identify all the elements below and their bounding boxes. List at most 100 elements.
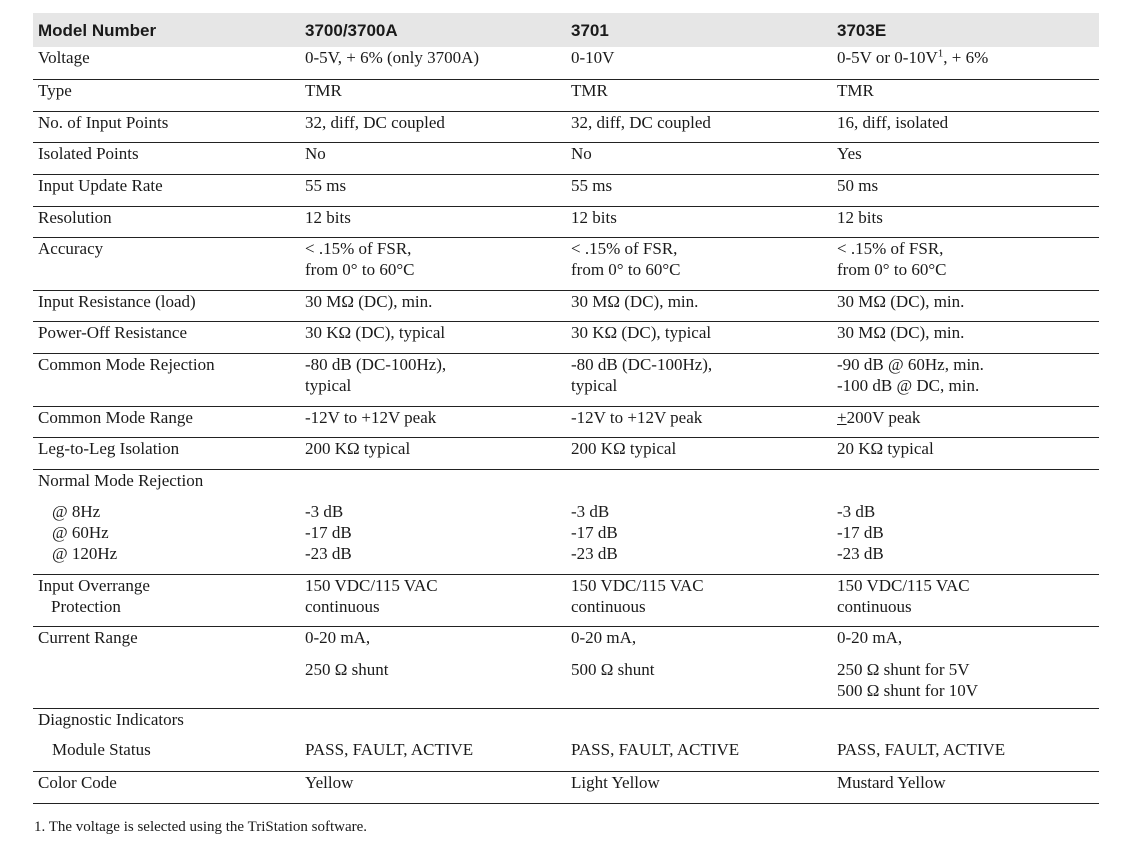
cell: < .15% of FSR, from 0° to 60°C (832, 236, 1099, 290)
specifications-table: Model Number 3700/3700A 3701 3703E Volta… (33, 13, 1099, 804)
table-row: Color Code Yellow Light Yellow Mustard Y… (33, 770, 1099, 804)
cell: -12V to +12V peak (566, 405, 832, 437)
cell: 12 bits (300, 205, 566, 237)
cell: 32, diff, DC coupled (300, 110, 566, 142)
row-label: Normal Mode Rejection (33, 468, 300, 501)
cell: Yes (832, 141, 1099, 174)
footnote: 1. The voltage is selected using the Tri… (34, 819, 368, 835)
cell-line: 500 Ω shunt (571, 659, 655, 679)
cell: Light Yellow (566, 770, 832, 804)
header-model: 3700/3700A (300, 13, 566, 47)
cell: TMR (300, 78, 566, 111)
cell-line: Input Overrange (38, 575, 150, 595)
table-row: Common Mode Range -12V to +12V peak -12V… (33, 405, 1099, 437)
cell: 0-5V or 0-10V1, + 6% (832, 47, 1099, 79)
cell-line: -17 dB (305, 523, 352, 542)
cell-line: < .15% of FSR, (305, 238, 412, 258)
row-label: Power-Off Resistance (33, 320, 300, 353)
cell: -12V to +12V peak (300, 405, 566, 437)
cell-line: continuous (837, 596, 912, 616)
row-label: Leg-to-Leg Isolation (33, 436, 300, 469)
row-label: Current Range (33, 625, 300, 708)
frequency-label: @ 8Hz (52, 502, 101, 521)
table-row: Input Overrange Protection 150 VDC/115 VA… (33, 573, 1099, 626)
row-label: Input Resistance (load) (33, 289, 300, 321)
plus-minus-sign: + (837, 407, 847, 427)
cell: No (300, 141, 566, 174)
cell (832, 707, 1099, 739)
cell: 150 VDC/115 VAC continuous (300, 573, 566, 626)
cell-line: from 0° to 60°C (837, 259, 947, 279)
cell-line: -23 dB (305, 544, 352, 563)
cell: 55 ms (300, 173, 566, 206)
cell-line: 150 VDC/115 VAC (837, 575, 970, 595)
table-row: Isolated Points No No Yes (33, 141, 1099, 174)
cell-line: 0-20 mA, (305, 627, 371, 647)
cell: -90 dB @ 60Hz, min. -100 dB @ DC, min. (832, 352, 1099, 406)
cell-line: -100 dB @ DC, min. (837, 375, 980, 395)
row-label: No. of Input Points (33, 110, 300, 142)
table-row: @ 8Hz @ 60Hz @ 120Hz -3 dB -17 dB -23 dB -3 … (33, 501, 1099, 574)
cell-line: -17 dB (837, 523, 884, 542)
table-row: Common Mode Rejection -80 dB (DC-100Hz),… (33, 352, 1099, 406)
table-row: Diagnostic Indicators (33, 707, 1099, 739)
cell: 16, diff, isolated (832, 110, 1099, 142)
cell: PASS, FAULT, ACTIVE (837, 740, 1006, 759)
cell: 30 KΩ (DC), typical (300, 320, 566, 353)
cell-text: , + 6% (943, 48, 989, 67)
cell-line: 150 VDC/115 VAC (571, 575, 704, 595)
cell: -3 dB -17 dB -23 dB (300, 501, 566, 574)
cell: 50 ms (832, 173, 1099, 206)
cell: 0-10V (571, 48, 615, 67)
cell (300, 707, 566, 739)
cell: 20 KΩ typical (832, 436, 1099, 469)
cell-line: -90 dB @ 60Hz, min. (837, 354, 984, 374)
cell: PASS, FAULT, ACTIVE (571, 740, 740, 759)
table-row: Voltage 0-5V, + 6% (only 3700A) 0-10V 0-… (33, 47, 1099, 79)
cell-line: from 0° to 60°C (571, 259, 681, 279)
cell-line: Protection (51, 596, 121, 616)
cell-line: typical (305, 375, 352, 395)
header-label: Model Number (33, 13, 300, 47)
cell: 0-20 mA, 500 Ω shunt (566, 625, 832, 708)
table-row: Power-Off Resistance 30 KΩ (DC), typical… (33, 320, 1099, 353)
cell: Yellow (300, 770, 566, 804)
cell: 55 ms (566, 173, 832, 206)
cell-line: 500 Ω shunt for 10V (837, 680, 979, 700)
cell: +200V peak (832, 405, 1099, 437)
cell-line: -80 dB (DC-100Hz), (305, 354, 447, 374)
cell: -3 dB -17 dB -23 dB (832, 501, 1099, 574)
cell: No (566, 141, 832, 174)
row-label: Input Overrange Protection (33, 573, 300, 626)
table-row: Input Update Rate 55 ms 55 ms 50 ms (33, 173, 1099, 206)
cell-line: continuous (571, 596, 646, 616)
cell: -3 dB -17 dB -23 dB (566, 501, 832, 574)
footnote-ref: 1 (937, 47, 944, 60)
cell-line: < .15% of FSR, (837, 238, 944, 258)
cell-line: -3 dB (571, 502, 610, 521)
cell: 0-20 mA, 250 Ω shunt for 5V 500 Ω shunt fo… (832, 625, 1099, 708)
table-row: Type TMR TMR TMR (33, 78, 1099, 111)
cell-line: -23 dB (571, 544, 618, 563)
header-model: 3703E (832, 13, 1099, 47)
row-label: Isolated Points (33, 141, 300, 174)
row-label: Common Mode Rejection (33, 352, 300, 406)
cell: 30 MΩ (DC), min. (832, 289, 1099, 321)
cell-line: -17 dB (571, 523, 618, 542)
row-label: Type (33, 78, 300, 111)
table-row: Normal Mode Rejection (33, 468, 1099, 501)
cell: PASS, FAULT, ACTIVE (305, 740, 474, 759)
cell: 30 MΩ (DC), min. (566, 289, 832, 321)
cell: 30 MΩ (DC), min. (832, 320, 1099, 353)
cell: 30 KΩ (DC), typical (566, 320, 832, 353)
cell: 200 KΩ typical (566, 436, 832, 469)
cell: -80 dB (DC-100Hz), typical (300, 352, 566, 406)
cell-line: 250 Ω shunt (305, 659, 389, 679)
cell: 150 VDC/115 VAC continuous (832, 573, 1099, 626)
cell-line: typical (571, 375, 618, 395)
table-row: Resolution 12 bits 12 bits 12 bits (33, 205, 1099, 237)
row-label: Input Update Rate (33, 173, 300, 206)
row-label: Color Code (33, 770, 300, 804)
table-row: Leg-to-Leg Isolation 200 KΩ typical 200 … (33, 436, 1099, 469)
cell-line: 0-20 mA, (571, 627, 637, 647)
